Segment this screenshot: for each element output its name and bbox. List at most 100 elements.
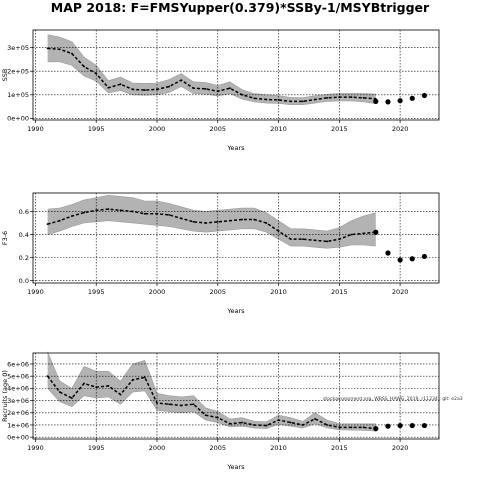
projection-point — [421, 92, 428, 99]
projection-point — [385, 99, 391, 105]
projection-point — [397, 98, 403, 104]
median-point — [362, 232, 365, 235]
median-point — [192, 220, 195, 223]
x-axis-label: Years — [226, 307, 245, 315]
band-upper-line — [47, 351, 376, 425]
y-tick-label: 0.6 — [19, 208, 29, 216]
y-tick-label: 0e+00 — [7, 115, 29, 123]
y-tick-label: 6e+06 — [7, 360, 29, 368]
median-line — [47, 208, 376, 243]
median-point — [168, 85, 171, 88]
x-tick-label: 2015 — [331, 288, 348, 296]
x-tick-label: 2010 — [270, 444, 287, 452]
figure-title: MAP 2018: F=FMSYupper(0.379)*SSBy-1/MSYB… — [51, 0, 430, 15]
y-tick-label: 3e+05 — [7, 44, 29, 52]
projection-point — [421, 253, 428, 260]
x-tick-label: 2020 — [392, 288, 409, 296]
median-point — [83, 65, 85, 68]
plot-frame — [32, 192, 440, 284]
median-point — [314, 98, 316, 101]
median-point — [241, 218, 243, 221]
source-annotation: stockassessment.org, WBSS_HAWG_2019, r11… — [323, 396, 463, 402]
projection-point — [385, 250, 391, 256]
projection-point — [397, 422, 403, 429]
median-point — [168, 214, 171, 216]
median-point — [143, 89, 146, 91]
median-point — [265, 222, 268, 224]
median-point — [131, 210, 134, 213]
confidence-band — [47, 351, 376, 432]
projection-point — [397, 257, 403, 263]
median-point — [253, 97, 256, 100]
median-point — [204, 222, 207, 224]
median-point — [301, 424, 304, 426]
panel-2: 1990 1995 2000 2005 2010 2015 2020 0.0 0.2 0.4 0.6… — [1, 192, 440, 315]
median-point — [131, 378, 134, 381]
panel-3: 1990 1995 2000 2005 2010 2015 2020 0e+00 1e+06 2e… — [1, 351, 463, 471]
x-tick-label: 2010 — [270, 288, 287, 296]
median-point — [326, 424, 329, 426]
median-point — [143, 212, 146, 215]
median-point — [326, 96, 329, 99]
y-tick-label: 0e+00 — [7, 433, 29, 441]
x-tick-label: 1990 — [27, 444, 44, 452]
median-point — [229, 87, 231, 90]
median-point — [46, 223, 49, 226]
plot-frame — [32, 352, 440, 440]
x-tick-label: 1990 — [27, 288, 44, 296]
y-tick-label: 0.2 — [19, 254, 29, 262]
median-point — [289, 100, 292, 103]
median-point — [70, 215, 73, 217]
band-lower-line — [47, 388, 376, 432]
median-point — [241, 93, 243, 96]
median-point — [289, 238, 292, 241]
x-tick-label: 2000 — [149, 444, 166, 452]
median-point — [95, 386, 98, 389]
median-point — [362, 96, 365, 99]
median-point — [314, 417, 316, 420]
median-point — [180, 217, 183, 220]
median-point — [70, 52, 73, 55]
median-point — [229, 219, 231, 222]
y-axis-label: F3-6 — [1, 231, 9, 245]
projection-point — [373, 98, 379, 104]
median-point — [253, 218, 256, 221]
median-point — [277, 419, 280, 421]
projection-point — [409, 422, 415, 429]
median-point — [58, 391, 61, 393]
median-point — [192, 403, 195, 406]
median-point — [83, 211, 85, 214]
median-point — [350, 96, 353, 99]
projection-point — [373, 229, 379, 235]
y-tick-label: 0.0 — [19, 277, 29, 285]
y-tick-label: 2e+06 — [7, 409, 29, 417]
x-axis-label: Years — [226, 144, 245, 152]
x-tick-label: 2015 — [331, 444, 348, 452]
median-point — [58, 48, 61, 51]
band-lower-line — [47, 61, 376, 105]
x-tick-label: 2010 — [270, 125, 287, 133]
x-tick-label: 1995 — [88, 444, 105, 452]
median-point — [95, 72, 98, 75]
median-point — [46, 375, 49, 378]
x-tick-label: 1995 — [88, 125, 105, 133]
median-point — [216, 90, 219, 93]
median-point — [301, 238, 304, 241]
projection-point — [409, 95, 415, 101]
median-point — [46, 47, 49, 50]
x-tick-label: 2000 — [149, 125, 166, 133]
projection-point — [409, 256, 415, 262]
confidence-band — [47, 34, 376, 105]
median-point — [180, 404, 183, 407]
x-axis-label: Years — [226, 463, 245, 471]
median-point — [253, 424, 256, 426]
y-tick-label: 0.4 — [19, 231, 29, 239]
median-point — [216, 220, 219, 223]
median-point — [70, 397, 73, 400]
median-point — [131, 88, 134, 91]
x-tick-label: 2020 — [392, 125, 409, 133]
median-point — [350, 233, 353, 236]
y-tick-label: 3e+06 — [7, 397, 29, 405]
median-point — [326, 240, 329, 243]
